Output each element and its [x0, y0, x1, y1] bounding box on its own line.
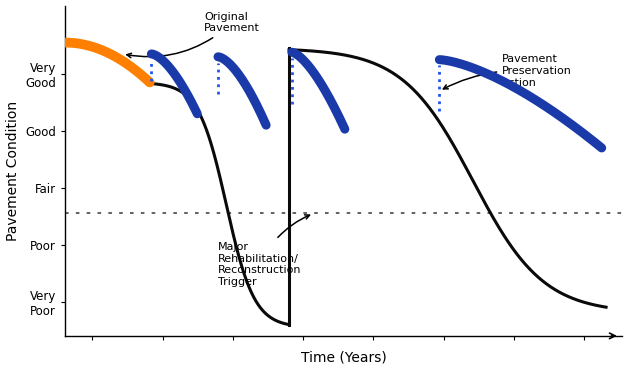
Y-axis label: Pavement Condition: Pavement Condition: [6, 101, 19, 241]
Text: Major
Rehabilitation/
Reconstruction
Trigger: Major Rehabilitation/ Reconstruction Tri…: [218, 215, 310, 287]
Text: Pavement
Preservation
Action: Pavement Preservation Action: [443, 54, 572, 89]
X-axis label: Time (Years): Time (Years): [301, 350, 387, 364]
Text: Original
Pavement: Original Pavement: [127, 12, 260, 58]
